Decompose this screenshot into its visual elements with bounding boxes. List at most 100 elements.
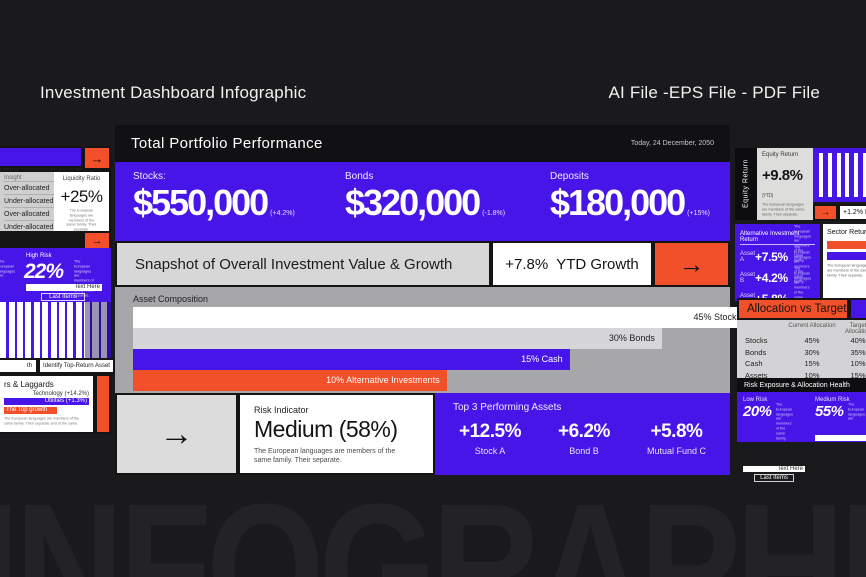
risk-card-note: The European languages are [847, 403, 865, 422]
tab-identify-top-return-asset[interactable]: Identify Top-Return Asset [38, 358, 115, 374]
stat-delta: (-1.8%) [482, 210, 506, 217]
arrow-right-icon: → [678, 248, 705, 279]
dashboard-bottom-row: → Risk Indicator Medium (58%) The Europe… [115, 393, 730, 475]
top-asset-item: +5.8% Mutual Fund C [647, 421, 706, 456]
ytd-growth-label: YTD Growth [556, 255, 639, 273]
allocation-table-header: Current Allocation Target Allocation [737, 323, 866, 335]
background-watermark: INFOGRAPHIC [0, 467, 866, 577]
right-panel-arrow-button[interactable]: → [813, 204, 838, 221]
ytd-growth-value: +7.8% [505, 255, 549, 273]
risk-indicator-caption: The European languages are members of th… [254, 448, 396, 465]
asset-name: Mutual Fund C [646, 446, 706, 456]
chart-bar [84, 302, 91, 358]
asset-note: The European languages are members of th… [793, 246, 812, 284]
asset-name: Bond B [569, 446, 599, 456]
arrow-right-icon: → [90, 150, 104, 166]
laggards-title: rs & Laggards [4, 380, 54, 389]
low-risk-card: Low Risk 20% The European languages are … [743, 397, 805, 483]
chart-bar [819, 153, 824, 197]
chart-bar [50, 302, 57, 358]
asset-value: +7.5% [755, 249, 788, 264]
asset-note: The European languages are members of th… [793, 225, 812, 263]
laggards-card: rs & Laggards Technology (+14.2%) Utilit… [0, 374, 95, 434]
stat-value: $550,000 (+4.2%) [133, 182, 295, 223]
allocation-row-bonds: Bonds 30% 35% [745, 347, 866, 357]
chart-bar [8, 302, 15, 358]
left-panel-arrow-button[interactable]: → [83, 146, 111, 170]
tab-growth[interactable]: th [0, 358, 38, 374]
stat-label: Deposits [550, 171, 589, 182]
risk-progress-bar: Text Here [743, 466, 805, 473]
forward-arrow-button[interactable]: → [115, 393, 238, 475]
insight-row: Under-allocated [4, 220, 54, 233]
asset-return-value: +6.2% [558, 421, 610, 442]
snapshot-arrow-button[interactable]: → [653, 241, 730, 287]
chart-bar [16, 302, 23, 358]
stat-bonds: Bonds $320,000 (-1.8%) [345, 171, 505, 221]
chart-bar [92, 302, 99, 358]
asset-composition-title: Asset Composition [133, 294, 209, 304]
allocation-row-assets: Assets 10% 15% [745, 370, 866, 380]
allocation-row-cash: Cash 15% 10% [745, 359, 866, 369]
chart-bar [58, 302, 65, 358]
top-asset-item: +12.5% Stock A [459, 421, 521, 456]
equity-return-title: Equity Return [762, 152, 799, 158]
insight-title: Insight [4, 175, 22, 181]
chart-bar [75, 302, 82, 358]
last-items-button[interactable]: Last Items [754, 474, 794, 483]
stat-delta: (+15%) [687, 210, 710, 217]
allocation-vs-target-header: Allocation vs Target [737, 298, 849, 320]
file-formats-label: AI File -EPS File - PDF File [608, 83, 820, 102]
chart-bar [100, 302, 107, 358]
top-assets-title: Top 3 Performing Assets [453, 402, 562, 413]
last-items-button[interactable]: Last Items [41, 293, 85, 301]
dashboard-title: Total Portfolio Performance [131, 135, 323, 152]
equity-return-card: Equity Return Equity Return +9.8% (YTD) … [735, 148, 813, 220]
dashboard-date: Today, 24 December, 2050 [630, 140, 714, 147]
snapshot-label: Snapshot of Overall Investment Value & G… [115, 241, 491, 287]
medium-risk-card: Medium Risk 55% The European languages a… [815, 397, 866, 442]
asset-return-value: +12.5% [459, 421, 521, 442]
risk-indicator-title: Risk Indicator [254, 405, 309, 415]
equity-return-strip-label: Equity Return [735, 148, 757, 220]
top-assets-card: Top 3 Performing Assets +12.5% Stock A +… [435, 393, 730, 475]
composition-bar-stocks: 45% Stocks [133, 307, 748, 328]
composition-bar-bonds: 30% Bonds [133, 328, 662, 349]
left-panel-top-bar [0, 146, 83, 168]
sector-title: Sector Return [827, 229, 866, 236]
chart-bar [836, 153, 841, 197]
monthly-growth-badge: +1.2% Last [838, 204, 866, 221]
risk-card-label: Low Risk [743, 397, 768, 403]
chart-shade-overlay [85, 302, 111, 358]
chart-bar [67, 302, 74, 358]
laggards-bar-utilities: Utilities (+1.3%) [4, 398, 89, 405]
equity-return-caption: The European languages are members of th… [762, 203, 805, 217]
left-insight-block: Insight Over-allocated Under-allocated O… [0, 170, 111, 233]
allocation-row-stocks: Stocks 45% 40% [745, 336, 866, 346]
stat-label: Bonds [345, 171, 374, 182]
insight-list: Insight Over-allocated Under-allocated O… [0, 172, 54, 231]
asset-value: +4.2% [755, 270, 788, 285]
laggards-bar-growth: The Top growth areas [4, 407, 57, 414]
insight-row: Under-allocated [4, 194, 54, 207]
asset-label: Asset A [740, 250, 756, 263]
portfolio-stats: Stocks: $550,000 (+4.2%) Bonds $320,000 (-… [115, 162, 730, 241]
equity-return-value: +9.8% (YTD) [762, 167, 803, 199]
high-risk-progress-bar: Text Here [26, 284, 102, 291]
column-current-allocation: Current Allocation [788, 323, 836, 329]
chart-bar [33, 302, 40, 358]
arrow-right-icon: → [159, 414, 194, 453]
liquidity-ratio-card: Liquidity Ratio +25% The European langua… [54, 172, 109, 232]
top-asset-item: +6.2% Bond B [558, 421, 610, 456]
composition-bar-alternative: 10% Alternative Investments [133, 370, 447, 391]
alternative-return-card: Alternative Investment Return Asset A +7… [735, 224, 820, 306]
snapshot-row: Snapshot of Overall Investment Value & G… [115, 241, 730, 287]
laggards-top-item: Technology (+14.2%) [32, 391, 89, 397]
chart-bar [828, 153, 832, 197]
left-bar-chart [0, 302, 111, 358]
chart-bar [845, 153, 850, 197]
risk-card-value: 55% [815, 403, 844, 420]
risk-card-value: 20% [743, 403, 772, 420]
high-risk-side-text: The European languages are [0, 260, 16, 279]
liquidity-title: Liquidity Ratio [62, 176, 101, 182]
